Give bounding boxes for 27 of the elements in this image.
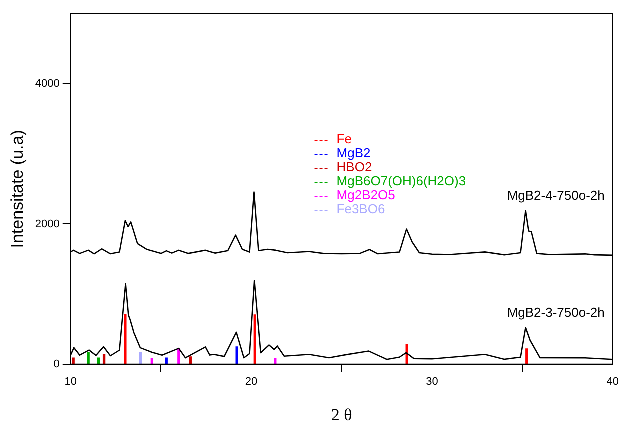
- bar: [189, 356, 192, 364]
- y-tick-label: 0: [54, 358, 60, 370]
- series-label: MgB2-4-750o-2h: [507, 188, 605, 203]
- bar: [236, 346, 238, 364]
- bar: [139, 352, 142, 364]
- legend-label: MgB6O7(OH)6(H2O)3: [336, 174, 466, 189]
- y-tick-label: 2000: [35, 218, 60, 230]
- x-axis-title: 2 θ: [331, 405, 352, 424]
- y-axis-title: Intensitate (u.a): [8, 130, 27, 248]
- x-tick-label: 30: [426, 376, 438, 388]
- bar: [87, 352, 90, 364]
- legend-label: Fe: [336, 132, 352, 147]
- legend-label: Mg2B2O5: [336, 188, 396, 203]
- bar: [254, 314, 256, 364]
- legend-label: MgB2: [336, 146, 371, 161]
- bar: [124, 314, 127, 364]
- legend-label: HBO2: [336, 160, 372, 175]
- x-tick-label: 10: [64, 376, 77, 388]
- bar: [526, 348, 528, 364]
- x-tick-label: 40: [606, 376, 620, 388]
- series-label: MgB2-3-750o-2h: [507, 304, 605, 320]
- bar: [274, 358, 277, 364]
- bar: [102, 354, 106, 364]
- y-tick-label: 4000: [35, 78, 60, 90]
- bar: [72, 358, 75, 364]
- x-tick-label: 20: [245, 376, 258, 388]
- legend-label: Fe3BO6: [336, 202, 386, 217]
